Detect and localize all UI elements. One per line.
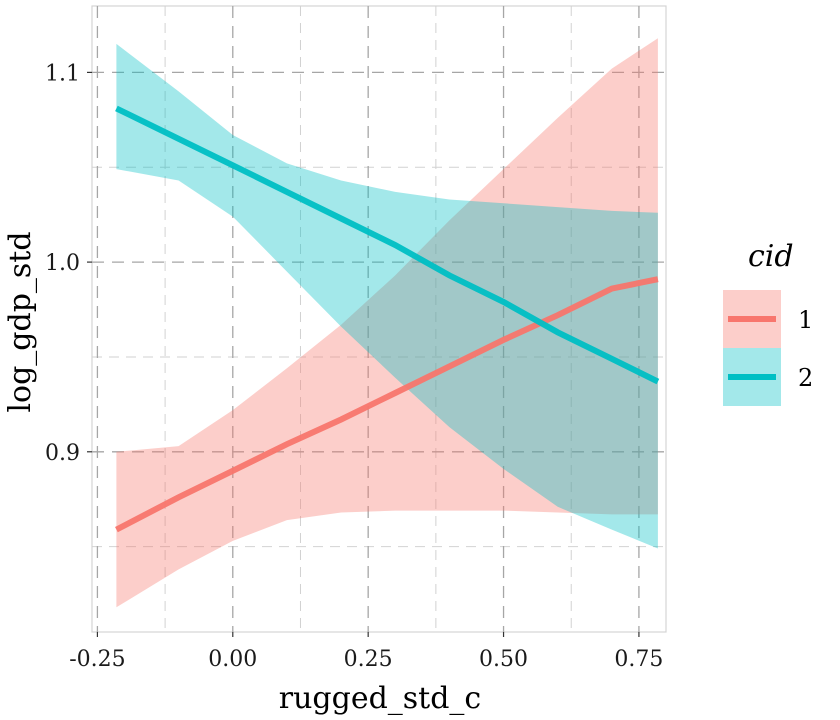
y-axis-title: log_gdp_std: [3, 231, 38, 412]
x-tick-label: 0.50: [479, 647, 528, 672]
panel-border: [91, 5, 667, 633]
x-tick-label: 0.25: [344, 647, 393, 672]
y-axis-ticks: 0.9 1.0 1.1: [45, 61, 80, 465]
grid-lines: [92, 6, 666, 632]
x-axis-title: rugged_std_c: [279, 681, 482, 716]
ribbon-1: [116, 38, 658, 608]
series-line-2: [115, 105, 660, 385]
legend: cid 1 2: [723, 239, 813, 406]
y-tick-label: 1.1: [45, 61, 80, 86]
series-lines: [115, 105, 660, 533]
legend-title: cid: [748, 239, 794, 274]
legend-label-1: 1: [798, 306, 813, 334]
y-tick-label: 0.9: [45, 441, 80, 466]
plot-panel: [91, 5, 667, 633]
x-axis-ticks: -0.25 0.00 0.25 0.50 0.75: [69, 647, 663, 672]
x-tick-label: 0.75: [614, 647, 663, 672]
x-tick-label: -0.25: [69, 647, 125, 672]
series-line-1: [115, 276, 659, 533]
axes: [87, 71, 640, 637]
legend-label-2: 2: [798, 364, 813, 392]
x-tick-label: 0.00: [208, 647, 257, 672]
y-tick-label: 1.0: [45, 251, 80, 276]
ribbon-2: [116, 43, 658, 549]
confidence-bands: [116, 38, 658, 608]
